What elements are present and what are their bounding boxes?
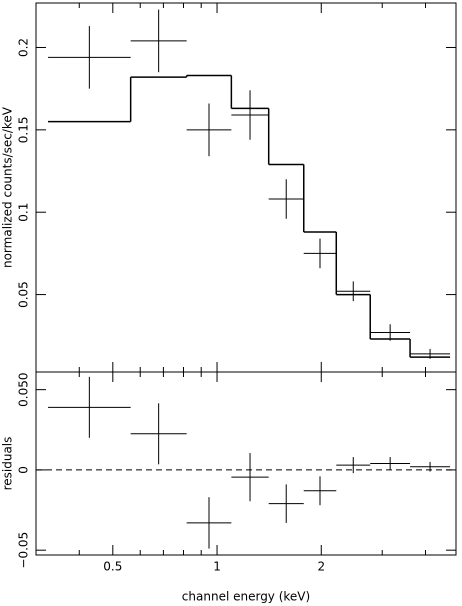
- x-tick-label: 2: [317, 560, 325, 574]
- x-axis-label: channel energy (keV): [182, 590, 310, 604]
- y-axis-label: residuals: [1, 437, 15, 491]
- plot-frame: [35, 2, 457, 373]
- y-tick-label: 0.05: [17, 281, 31, 308]
- y-tick-label: 0.1: [17, 203, 31, 222]
- y-tick-label: 0: [17, 466, 31, 474]
- y-tick-label: 0.050: [17, 372, 31, 406]
- x-tick-label: 1: [213, 560, 221, 574]
- y-tick-label: 0.2: [17, 38, 31, 57]
- plot-frame: [35, 371, 457, 556]
- y-tick-label: 0.15: [17, 116, 31, 143]
- y-axis-label: normalized counts/sec/keV: [1, 106, 15, 268]
- y-tick-label: −0.05: [17, 532, 31, 569]
- x-tick-label: 0.5: [103, 560, 122, 574]
